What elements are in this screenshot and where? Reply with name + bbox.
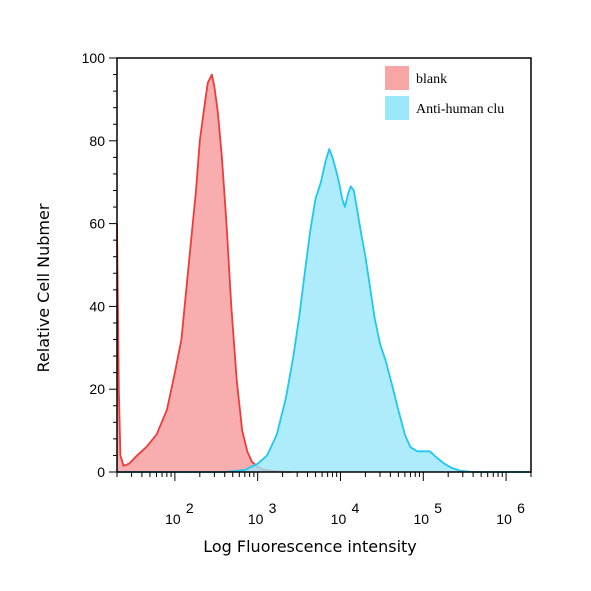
x-tick-exponent: 6 xyxy=(517,500,525,516)
series-area-2 xyxy=(117,149,531,472)
series-line-2 xyxy=(117,148,531,473)
x-tick-label: 10 xyxy=(413,511,429,527)
legend-swatch xyxy=(385,66,409,90)
legend-swatch xyxy=(385,96,409,120)
y-tick-label: 0 xyxy=(97,464,105,480)
series-1 xyxy=(116,73,291,473)
y-tick-label: 80 xyxy=(89,133,105,149)
y-axis-title: Relative Cell Nubmer xyxy=(34,203,53,372)
x-tick-exponent: 4 xyxy=(351,500,359,516)
y-tick-label: 40 xyxy=(89,298,105,314)
legend: blank Anti-human clu xyxy=(385,66,504,120)
plot-frame xyxy=(116,57,532,473)
x-tick-exponent: 3 xyxy=(269,500,277,516)
legend-entry-2: Anti-human clu xyxy=(385,96,504,120)
y-tick-label: 60 xyxy=(89,216,105,232)
x-tick-exponent: 5 xyxy=(434,500,442,516)
series-2 xyxy=(117,148,531,473)
x-tick-label: 10 xyxy=(496,511,512,527)
y-tick-label: 20 xyxy=(89,381,105,397)
x-axis-title: Log Fluorescence intensity xyxy=(203,537,417,556)
legend-label: Anti-human clu xyxy=(416,102,504,117)
x-tick-label: 10 xyxy=(165,511,181,527)
legend-label: blank xyxy=(416,72,447,87)
x-tick-label: 10 xyxy=(331,511,347,527)
x-tick-exponent: 2 xyxy=(186,500,194,516)
series-area-1 xyxy=(117,74,291,472)
series-layer xyxy=(116,73,531,473)
legend-entry-1: blank xyxy=(385,66,447,90)
y-tick-label: 100 xyxy=(82,50,106,66)
x-tick-label: 10 xyxy=(248,511,264,527)
series-line-1 xyxy=(116,73,291,473)
